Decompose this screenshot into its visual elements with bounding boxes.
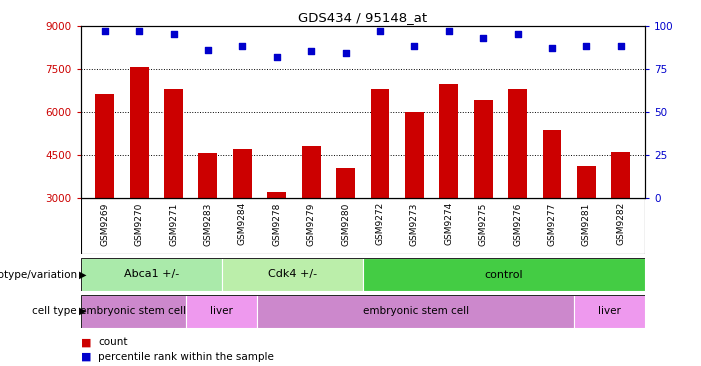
- Text: Cdk4 +/-: Cdk4 +/-: [268, 269, 317, 280]
- Bar: [611, 152, 630, 198]
- Text: ▶: ▶: [79, 269, 87, 280]
- Text: ▶: ▶: [79, 306, 87, 316]
- Text: ■: ■: [81, 337, 91, 347]
- Point: [203, 47, 214, 53]
- Text: liver: liver: [598, 306, 621, 316]
- Text: liver: liver: [210, 306, 233, 316]
- Point: [512, 31, 523, 37]
- Bar: [130, 67, 149, 198]
- Bar: [508, 89, 527, 198]
- Text: percentile rank within the sample: percentile rank within the sample: [98, 352, 274, 362]
- Text: GSM9284: GSM9284: [238, 202, 247, 246]
- Text: cell type: cell type: [32, 306, 77, 316]
- Bar: [257, 295, 574, 328]
- Point: [409, 43, 420, 49]
- Point: [237, 43, 248, 49]
- Text: count: count: [98, 337, 128, 347]
- Text: control: control: [484, 269, 523, 280]
- Text: GSM9276: GSM9276: [513, 202, 522, 246]
- Bar: [371, 89, 390, 198]
- Point: [306, 48, 317, 54]
- Bar: [577, 166, 596, 198]
- Bar: [95, 94, 114, 198]
- Bar: [336, 168, 355, 198]
- Bar: [186, 295, 257, 328]
- Bar: [543, 130, 562, 198]
- Text: ■: ■: [81, 352, 91, 362]
- Text: embryonic stem cell: embryonic stem cell: [81, 306, 186, 316]
- Text: GSM9273: GSM9273: [410, 202, 419, 246]
- Text: genotype/variation: genotype/variation: [0, 269, 77, 280]
- Title: GDS434 / 95148_at: GDS434 / 95148_at: [298, 11, 428, 25]
- Bar: [222, 258, 363, 291]
- Text: GSM9271: GSM9271: [169, 202, 178, 246]
- Point: [374, 28, 386, 34]
- Bar: [301, 146, 320, 198]
- Point: [271, 54, 283, 60]
- Point: [546, 45, 557, 51]
- Text: GSM9269: GSM9269: [100, 202, 109, 246]
- Text: GSM9275: GSM9275: [479, 202, 488, 246]
- Point: [615, 43, 627, 49]
- Bar: [164, 89, 183, 198]
- Point: [99, 28, 110, 34]
- Point: [581, 43, 592, 49]
- Text: Abca1 +/-: Abca1 +/-: [123, 269, 179, 280]
- Text: GSM9280: GSM9280: [341, 202, 350, 246]
- Text: GSM9282: GSM9282: [616, 202, 625, 246]
- Point: [443, 28, 454, 34]
- Bar: [198, 153, 217, 198]
- Bar: [267, 192, 286, 198]
- Point: [477, 35, 489, 41]
- Bar: [574, 295, 645, 328]
- Bar: [81, 258, 222, 291]
- Text: GSM9274: GSM9274: [444, 202, 454, 246]
- Text: embryonic stem cell: embryonic stem cell: [362, 306, 469, 316]
- Text: GSM9277: GSM9277: [547, 202, 557, 246]
- Bar: [233, 149, 252, 198]
- Text: GSM9270: GSM9270: [135, 202, 144, 246]
- Text: GSM9272: GSM9272: [376, 202, 384, 246]
- Bar: [474, 100, 493, 198]
- Bar: [81, 295, 186, 328]
- Point: [168, 31, 179, 37]
- Text: GSM9283: GSM9283: [203, 202, 212, 246]
- Point: [340, 50, 351, 56]
- Text: GSM9278: GSM9278: [272, 202, 281, 246]
- Bar: [405, 112, 424, 198]
- Point: [133, 28, 144, 34]
- Text: GSM9281: GSM9281: [582, 202, 591, 246]
- Bar: [440, 85, 458, 198]
- Bar: [363, 258, 645, 291]
- Text: GSM9279: GSM9279: [306, 202, 315, 246]
